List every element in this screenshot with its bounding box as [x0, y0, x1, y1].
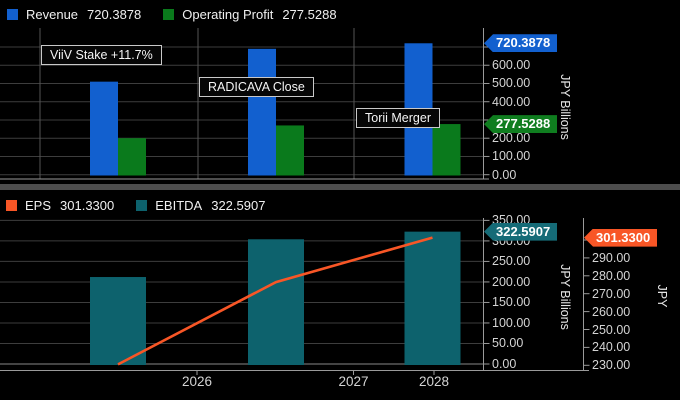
- bottom-ytick-label: 250.00: [492, 254, 530, 268]
- revenue-swatch-icon: [7, 9, 18, 20]
- ebitda-swatch-icon: [136, 200, 147, 211]
- annotation-radicava-close[interactable]: RADICAVA Close: [199, 77, 314, 97]
- ebitda-bar-2027: [248, 239, 304, 365]
- x-axis-label-2028: 2028: [419, 374, 449, 389]
- bottom-legend: EPS 301.3300 EBITDA 322.5907: [6, 198, 287, 213]
- bottom-ytick-label: 50.00: [492, 336, 523, 350]
- eps-axis-badge: 301.3300: [584, 229, 657, 247]
- x-axis-label-2026: 2026: [182, 374, 212, 389]
- revenue-bar-2026: [90, 82, 118, 176]
- legend-item-ebitda[interactable]: EBITDA 322.5907: [136, 198, 287, 213]
- bottom-axis1-title: JPY Billions: [558, 264, 572, 330]
- operating-profit-bar-2028: [433, 124, 461, 175]
- revenue-legend-value: 720.3878: [87, 7, 141, 22]
- top-ytick-label: 200.00: [492, 131, 530, 145]
- jpy-ytick-label: 280.00: [592, 269, 630, 283]
- panel-separator: [0, 184, 680, 190]
- top-legend: Revenue 720.3878 Operating Profit 277.52…: [7, 7, 359, 22]
- ebitda-bar-2028: [405, 232, 461, 365]
- bottom-ytick-label: 0.00: [492, 357, 516, 371]
- operating-profit-legend-label: Operating Profit: [182, 7, 273, 22]
- top-ytick-label: 0.00: [492, 168, 516, 182]
- eps-legend-value: 301.3300: [60, 198, 114, 213]
- legend-item-eps[interactable]: EPS 301.3300: [6, 198, 136, 213]
- ebitda-legend-label: EBITDA: [155, 198, 202, 213]
- jpy-ytick-label: 290.00: [592, 251, 630, 265]
- jpy-ytick-label: 240.00: [592, 340, 630, 354]
- operating-profit-swatch-icon: [163, 9, 174, 20]
- jpy-ytick-label: 260.00: [592, 305, 630, 319]
- revenue-legend-label: Revenue: [26, 7, 78, 22]
- top-ytick-label: 500.00: [492, 76, 530, 90]
- annotation-viiv-stake[interactable]: ViiV Stake +11.7%: [41, 45, 162, 65]
- operating-profit-axis-badge: 277.5288: [484, 115, 557, 133]
- operating-profit-bar-2027: [276, 125, 304, 175]
- chart-window: Revenue 720.3878 Operating Profit 277.52…: [0, 0, 680, 400]
- ebitda-axis-badge: 322.5907: [484, 223, 557, 241]
- legend-item-revenue[interactable]: Revenue 720.3878: [7, 7, 163, 22]
- annotation-torii-merger[interactable]: Torii Merger: [356, 108, 440, 128]
- bottom-axis2-title: JPY: [655, 285, 669, 308]
- operating-profit-legend-value: 277.5288: [282, 7, 336, 22]
- top-axis-title: JPY Billions: [558, 74, 572, 140]
- top-ytick-label: 400.00: [492, 95, 530, 109]
- bottom-ytick-label: 150.00: [492, 295, 530, 309]
- legend-item-operating-profit[interactable]: Operating Profit 277.5288: [163, 7, 358, 22]
- top-ytick-label: 600.00: [492, 58, 530, 72]
- operating-profit-bar-2026: [118, 138, 146, 175]
- revenue-axis-badge: 720.3878: [484, 34, 557, 52]
- ebitda-bar-2026: [90, 277, 146, 365]
- jpy-ytick-label: 270.00: [592, 287, 630, 301]
- bottom-ytick-label: 200.00: [492, 275, 530, 289]
- jpy-ytick-label: 230.00: [592, 358, 630, 372]
- eps-legend-label: EPS: [25, 198, 51, 213]
- jpy-ytick-label: 250.00: [592, 323, 630, 337]
- ebitda-legend-value: 322.5907: [211, 198, 265, 213]
- revenue-bar-2027: [248, 49, 276, 176]
- bottom-ytick-label: 100.00: [492, 316, 530, 330]
- top-ytick-label: 100.00: [492, 149, 530, 163]
- x-axis-label-2027: 2027: [338, 374, 368, 389]
- eps-swatch-icon: [6, 200, 17, 211]
